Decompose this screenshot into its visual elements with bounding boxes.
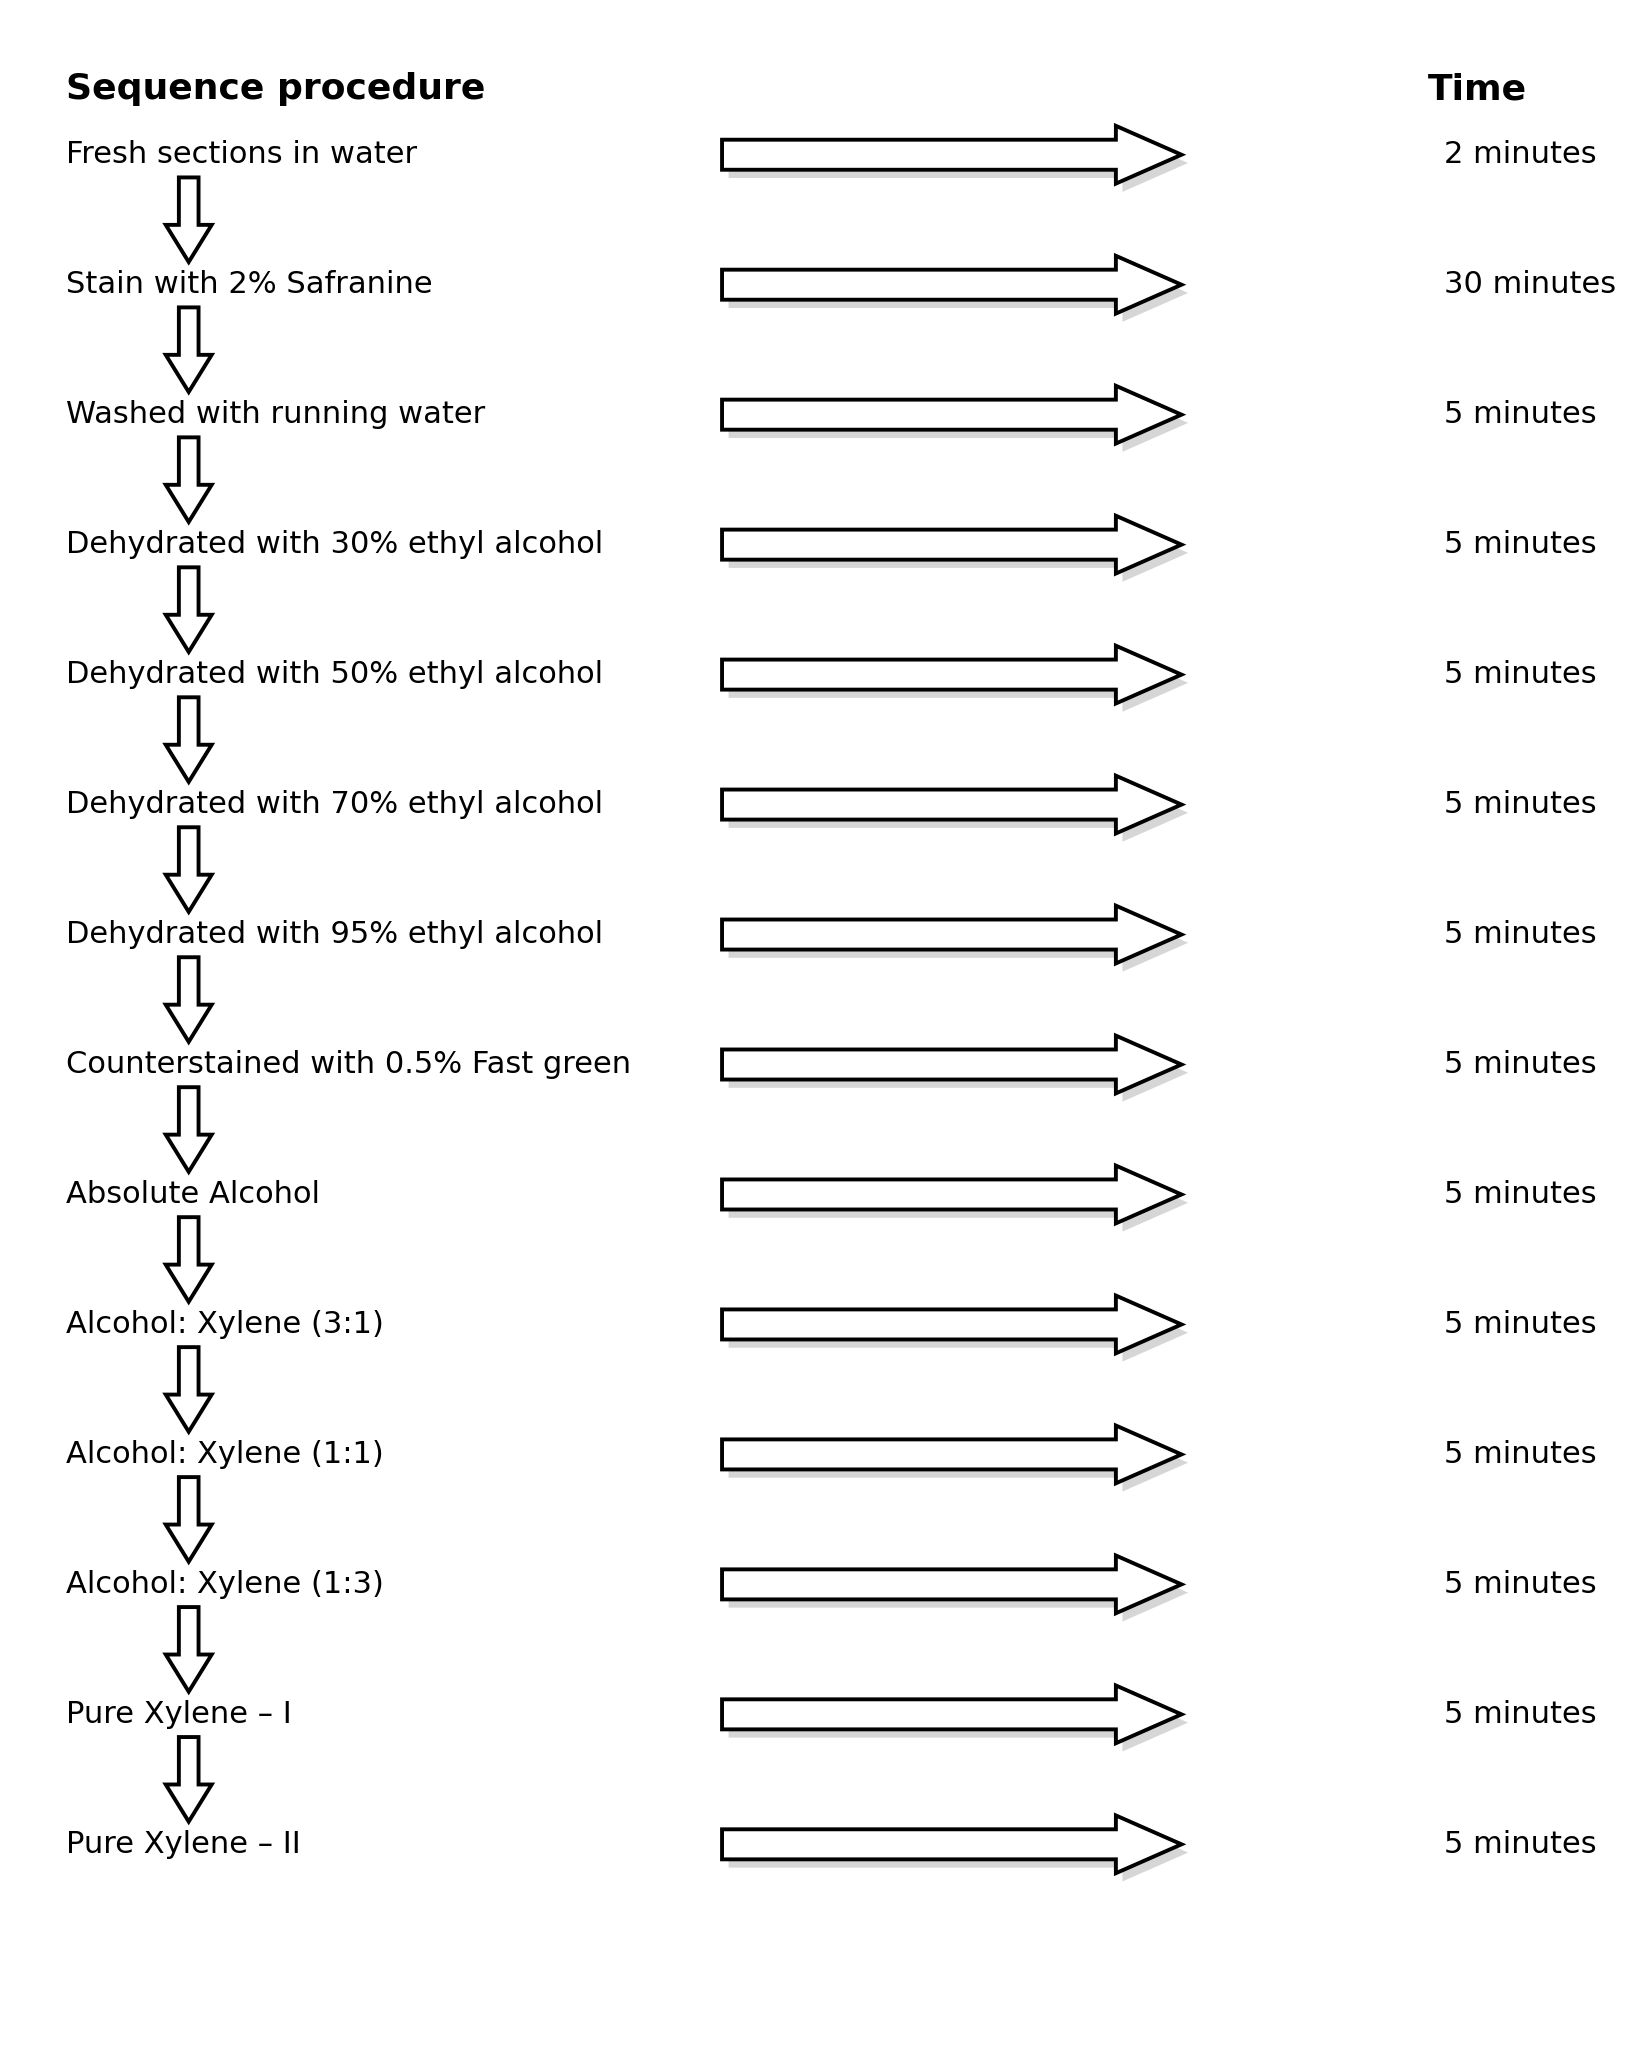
Text: Alcohol: Xylene (1:3): Alcohol: Xylene (1:3)	[66, 1570, 384, 1599]
Polygon shape	[729, 394, 1188, 452]
Polygon shape	[729, 784, 1188, 842]
Text: Alcohol: Xylene (3:1): Alcohol: Xylene (3:1)	[66, 1310, 384, 1339]
Text: Pure Xylene – II: Pure Xylene – II	[66, 1830, 300, 1859]
Polygon shape	[166, 1477, 212, 1562]
Text: 5 minutes: 5 minutes	[1444, 1440, 1597, 1469]
Text: Washed with running water: Washed with running water	[66, 400, 484, 429]
Polygon shape	[166, 1217, 212, 1302]
Polygon shape	[729, 1434, 1188, 1492]
Polygon shape	[166, 827, 212, 912]
Polygon shape	[722, 1556, 1182, 1613]
Text: Counterstained with 0.5% Fast green: Counterstained with 0.5% Fast green	[66, 1050, 630, 1079]
Text: Dehydrated with 95% ethyl alcohol: Dehydrated with 95% ethyl alcohol	[66, 920, 602, 949]
Polygon shape	[729, 1824, 1188, 1881]
Text: Dehydrated with 50% ethyl alcohol: Dehydrated with 50% ethyl alcohol	[66, 660, 602, 689]
Polygon shape	[166, 1737, 212, 1822]
Polygon shape	[166, 957, 212, 1042]
Text: Dehydrated with 70% ethyl alcohol: Dehydrated with 70% ethyl alcohol	[66, 790, 602, 819]
Text: 5 minutes: 5 minutes	[1444, 1570, 1597, 1599]
Text: 5 minutes: 5 minutes	[1444, 1180, 1597, 1209]
Text: Alcohol: Xylene (1:1): Alcohol: Xylene (1:1)	[66, 1440, 384, 1469]
Text: Stain with 2% Safranine: Stain with 2% Safranine	[66, 270, 432, 299]
Polygon shape	[729, 914, 1188, 972]
Text: Time: Time	[1428, 72, 1526, 105]
Text: 5 minutes: 5 minutes	[1444, 1310, 1597, 1339]
Polygon shape	[166, 1087, 212, 1172]
Polygon shape	[722, 776, 1182, 833]
Text: Absolute Alcohol: Absolute Alcohol	[66, 1180, 320, 1209]
Polygon shape	[166, 177, 212, 262]
Polygon shape	[166, 697, 212, 782]
Polygon shape	[166, 1607, 212, 1692]
Text: 5 minutes: 5 minutes	[1444, 400, 1597, 429]
Polygon shape	[722, 1036, 1182, 1093]
Polygon shape	[729, 1304, 1188, 1362]
Text: Dehydrated with 30% ethyl alcohol: Dehydrated with 30% ethyl alcohol	[66, 530, 602, 559]
Text: 5 minutes: 5 minutes	[1444, 1050, 1597, 1079]
Polygon shape	[729, 1564, 1188, 1622]
Polygon shape	[729, 654, 1188, 712]
Polygon shape	[729, 1174, 1188, 1232]
Polygon shape	[722, 1166, 1182, 1223]
Polygon shape	[722, 1426, 1182, 1483]
Polygon shape	[722, 126, 1182, 184]
Polygon shape	[722, 516, 1182, 574]
Polygon shape	[722, 1685, 1182, 1743]
Polygon shape	[722, 906, 1182, 963]
Polygon shape	[166, 1347, 212, 1432]
Text: Sequence procedure: Sequence procedure	[66, 72, 486, 105]
Polygon shape	[729, 524, 1188, 582]
Polygon shape	[729, 1694, 1188, 1751]
Text: 5 minutes: 5 minutes	[1444, 1700, 1597, 1729]
Polygon shape	[722, 386, 1182, 444]
Polygon shape	[729, 264, 1188, 322]
Polygon shape	[729, 134, 1188, 192]
Text: 5 minutes: 5 minutes	[1444, 790, 1597, 819]
Polygon shape	[166, 567, 212, 652]
Text: 30 minutes: 30 minutes	[1444, 270, 1616, 299]
Text: 5 minutes: 5 minutes	[1444, 660, 1597, 689]
Text: 5 minutes: 5 minutes	[1444, 1830, 1597, 1859]
Polygon shape	[722, 256, 1182, 314]
Text: Fresh sections in water: Fresh sections in water	[66, 140, 417, 169]
Text: 5 minutes: 5 minutes	[1444, 920, 1597, 949]
Polygon shape	[729, 1044, 1188, 1102]
Text: Pure Xylene – I: Pure Xylene – I	[66, 1700, 292, 1729]
Text: 5 minutes: 5 minutes	[1444, 530, 1597, 559]
Polygon shape	[722, 1815, 1182, 1873]
Text: 2 minutes: 2 minutes	[1444, 140, 1597, 169]
Polygon shape	[722, 1296, 1182, 1353]
Polygon shape	[722, 646, 1182, 703]
Polygon shape	[166, 307, 212, 392]
Polygon shape	[166, 437, 212, 522]
